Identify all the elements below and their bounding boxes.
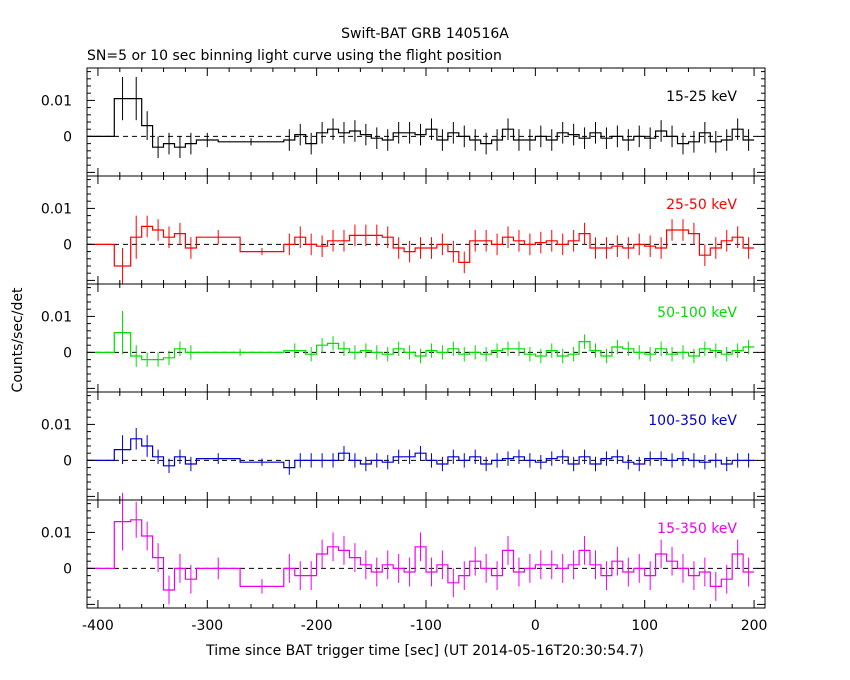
y-tick-label: 0.01 <box>41 93 72 109</box>
y-axis-label: Counts/sec/det <box>10 287 26 392</box>
panel-2: 0.01 0 25-50 keV <box>41 175 766 285</box>
y-tick-label: 0 <box>63 345 72 361</box>
y-tick-label: 0.01 <box>41 201 72 217</box>
energy-band-label: 50-100 keV <box>657 305 737 321</box>
x-tick-label: 100 <box>631 618 658 634</box>
light-curve-line <box>87 332 755 361</box>
light-curve-line <box>87 519 755 591</box>
light-curve-line <box>87 98 755 148</box>
panel-4: 0.01 0 100-350 keV <box>41 391 766 501</box>
y-tick-label: 0.01 <box>41 417 72 433</box>
panel-frame <box>86 175 766 285</box>
panels-group: 0.01 0 15-25 keV 0.01 0 25-50 keV 0.01 0 50-100 … <box>41 67 767 634</box>
y-tick-label: 0 <box>63 129 72 145</box>
chart-title: Swift-BAT GRB 140516A <box>341 26 509 42</box>
energy-band-label: 15-350 keV <box>657 521 737 537</box>
y-tick-label: 0.01 <box>41 525 72 541</box>
panel-5: 0.01 0 15-350 keV <box>41 492 766 609</box>
light-curve-line <box>87 438 755 469</box>
x-tick-label: -400 <box>82 618 114 634</box>
x-axis: -400 -300 -200 -100 0 100 200 <box>82 618 767 634</box>
chart-subtitle: SN=5 or 10 sec binning light curve using… <box>87 48 502 64</box>
y-tick-label: 0 <box>63 237 72 253</box>
energy-band-label: 25-50 keV <box>666 197 737 213</box>
panel-3: 0.01 0 50-100 keV <box>41 283 766 393</box>
y-tick-label: 0.01 <box>41 309 72 325</box>
x-tick-label: 200 <box>741 618 768 634</box>
energy-band-label: 100-350 keV <box>648 413 737 429</box>
energy-band-label: 15-25 keV <box>666 89 737 105</box>
panel-frame <box>86 67 766 177</box>
y-tick-label: 0 <box>63 453 72 469</box>
x-tick-label: -300 <box>191 618 223 634</box>
panel-1: 0.01 0 15-25 keV <box>41 67 766 177</box>
x-tick-label: -200 <box>301 618 333 634</box>
y-tick-label: 0 <box>63 561 72 577</box>
panel-frame <box>86 391 766 501</box>
light-curve-line <box>87 225 755 267</box>
x-tick-label: -100 <box>410 618 442 634</box>
x-tick-label: 0 <box>531 618 540 634</box>
panel-frame <box>86 283 766 393</box>
x-axis-label: Time since BAT trigger time [sec] (UT 20… <box>205 643 644 659</box>
